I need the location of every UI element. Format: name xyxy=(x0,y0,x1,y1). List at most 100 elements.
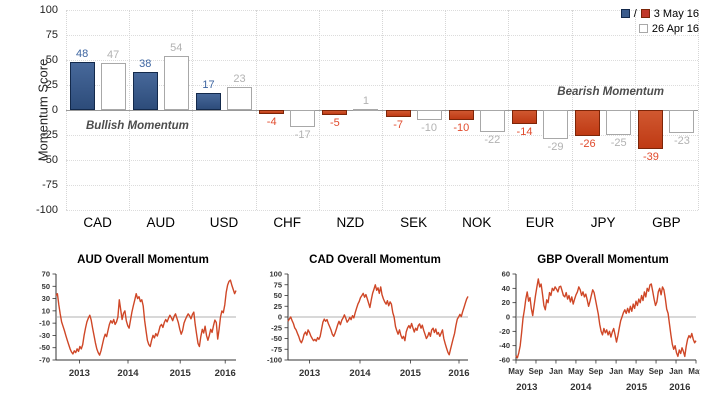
y-tick-label: -60 xyxy=(499,356,510,365)
bar-value-label: -7 xyxy=(393,119,403,131)
year-label: 2014 xyxy=(570,382,592,393)
y-tick-label: -20 xyxy=(499,327,510,336)
bar-previous xyxy=(353,109,379,111)
bar-previous xyxy=(100,63,126,110)
v-gridline xyxy=(508,10,510,210)
category-label-gbp: GBP xyxy=(652,215,681,230)
v-gridline xyxy=(192,10,194,210)
y-tick-label: -100 xyxy=(35,204,58,216)
cad-overall-momentum-chart: CAD Overall Momentum 100 75 50 25 0 -25 -50 -75… xyxy=(248,254,472,400)
x-tick-label: 2014 xyxy=(349,368,371,379)
x-tick-label: May xyxy=(628,367,644,376)
v-gridline xyxy=(318,10,320,210)
y-tick-label: 20 xyxy=(502,298,510,307)
legend-separator: / xyxy=(633,7,637,20)
bar-current xyxy=(132,72,158,110)
bar-value-label: -25 xyxy=(610,137,627,149)
category-label-nok: NOK xyxy=(462,215,492,230)
y-tick-label: 100 xyxy=(269,270,282,279)
bar-previous xyxy=(606,110,632,135)
v-gridline xyxy=(129,10,131,210)
bar-value-label: -10 xyxy=(421,122,438,134)
bar-value-label: 23 xyxy=(233,73,246,85)
bar-current xyxy=(196,93,221,110)
bar-value-label: -17 xyxy=(294,129,311,141)
bar-value-label: 17 xyxy=(202,79,215,91)
x-tick-label: May xyxy=(508,367,524,376)
h-gridline xyxy=(66,210,698,211)
bar-value-label: -26 xyxy=(579,138,596,150)
bar-current xyxy=(448,110,474,120)
momentum-line xyxy=(515,278,697,359)
y-tick-label: 75 xyxy=(45,29,58,41)
v-gridline xyxy=(382,10,383,210)
legend-swatch-blue xyxy=(620,9,630,18)
bar-previous xyxy=(163,56,189,110)
bar-previous xyxy=(543,110,568,139)
bar-current xyxy=(512,110,537,124)
bar-value-label: 1 xyxy=(362,95,369,107)
y-tick-label: 25 xyxy=(45,79,58,91)
bar-value-label: -4 xyxy=(266,116,277,128)
bar-value-label: -5 xyxy=(330,117,340,129)
year-label: 2015 xyxy=(626,382,648,393)
bar-value-label: 48 xyxy=(75,48,89,60)
x-tick-label: Sep xyxy=(529,367,544,376)
bar-current xyxy=(385,110,411,117)
aud-momentum-line-plot: 70 50 30 10 -10 -30 -50 -70 2013 2014 2015 2016 xyxy=(39,270,237,379)
legend-swatch-red xyxy=(640,9,650,18)
y-tick-label: 40 xyxy=(502,284,510,293)
y-tick-label: 50 xyxy=(42,282,50,291)
legend-row-previous: 26 Apr 16 xyxy=(621,21,699,36)
x-tick-label: 2013 xyxy=(299,368,320,379)
v-gridline xyxy=(698,10,699,210)
bar-value-label: -14 xyxy=(516,126,533,138)
category-label-jpy: JPY xyxy=(590,215,616,230)
category-label-aud: AUD xyxy=(146,215,176,230)
x-tick-label: Jan xyxy=(609,367,623,376)
y-tick-label: 0 xyxy=(51,104,58,116)
y-tick-label: 60 xyxy=(502,270,510,279)
y-tick-label: 100 xyxy=(39,4,58,16)
year-label: 2013 xyxy=(516,382,537,393)
y-tick-label: -40 xyxy=(499,341,510,350)
legend-label-current: 3 May 16 xyxy=(653,7,699,20)
bar-value-label: -23 xyxy=(673,135,690,147)
annotation-bullish-momentum: Bullish Momentum xyxy=(86,120,189,132)
category-label-cad: CAD xyxy=(83,215,112,230)
category-label-sek: SEK xyxy=(400,215,428,230)
bar-current xyxy=(259,110,285,114)
y-tick-label: 75 xyxy=(274,280,282,289)
bar-previous xyxy=(416,110,442,120)
v-gridline xyxy=(571,10,573,210)
gbp-overall-momentum-chart: GBP Overall Momentum 60 40 20 0 -20 -40 -60 May… xyxy=(476,254,700,400)
bar-current xyxy=(575,110,601,136)
chart-title-aud: AUD Overall Momentum xyxy=(77,254,209,266)
category-label-usd: USD xyxy=(209,215,239,230)
bar-previous xyxy=(669,110,695,133)
bar-value-label: 47 xyxy=(106,49,120,61)
y-tick-label: 10 xyxy=(42,306,50,315)
y-tick-label: -50 xyxy=(39,343,50,352)
y-tick-label: -10 xyxy=(39,319,50,328)
category-label-chf: CHF xyxy=(273,215,302,230)
v-gridline xyxy=(255,10,257,210)
annotation-bearish-momentum: Bearish Momentum xyxy=(557,86,664,98)
momentum-line xyxy=(287,284,469,356)
bar-value-label: 54 xyxy=(170,42,183,54)
y-tick-label: -50 xyxy=(271,334,282,343)
y-tick-label: 50 xyxy=(274,291,282,300)
y-tick-label: -50 xyxy=(42,154,58,166)
x-tick-label: May xyxy=(688,367,700,376)
v-gridline xyxy=(634,10,636,210)
bar-value-label: -29 xyxy=(547,141,564,153)
x-tick-label: 2015 xyxy=(400,368,422,379)
y-tick-label: -30 xyxy=(39,331,50,340)
gbp-momentum-line-plot: 60 40 20 0 -20 -40 -60 May Sep Jan May Sep Jan May Sep… xyxy=(499,270,700,393)
bar-value-label: -10 xyxy=(453,122,470,134)
x-tick-label: 2016 xyxy=(215,368,236,379)
y-tick-label: 0 xyxy=(506,313,510,322)
chart-title-gbp: GBP Overall Momentum xyxy=(537,254,669,266)
